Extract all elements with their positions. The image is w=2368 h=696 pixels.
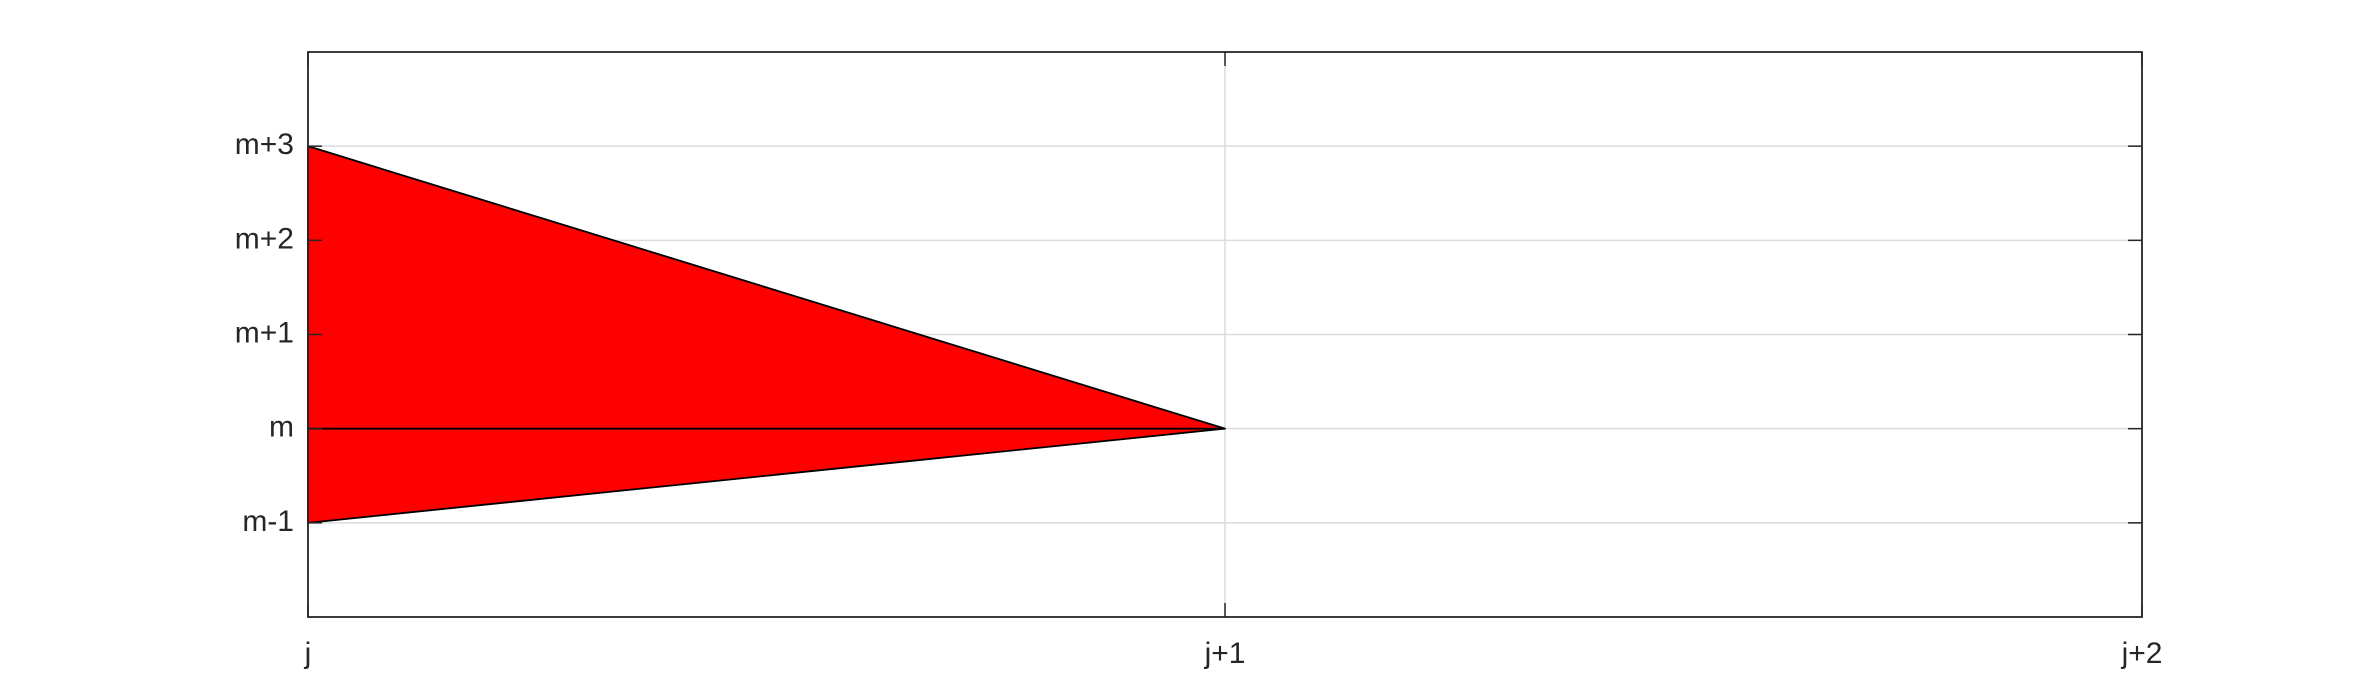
x-tick-label: j <box>304 637 312 670</box>
tick-marks <box>307 52 2143 617</box>
y-tick-label: m+2 <box>235 222 294 255</box>
y-tick-label: m-1 <box>242 505 294 538</box>
x-tick-label: j+1 <box>1204 637 1246 670</box>
y-tick-label: m <box>269 411 294 444</box>
y-tick-label: m+3 <box>235 128 294 161</box>
x-tick-label: j+2 <box>2121 637 2163 670</box>
y-tick-label: m+1 <box>235 316 294 349</box>
tick-labels: m-1 m m+1 m+2 m+3 j j+1 j+2 <box>235 128 2163 670</box>
